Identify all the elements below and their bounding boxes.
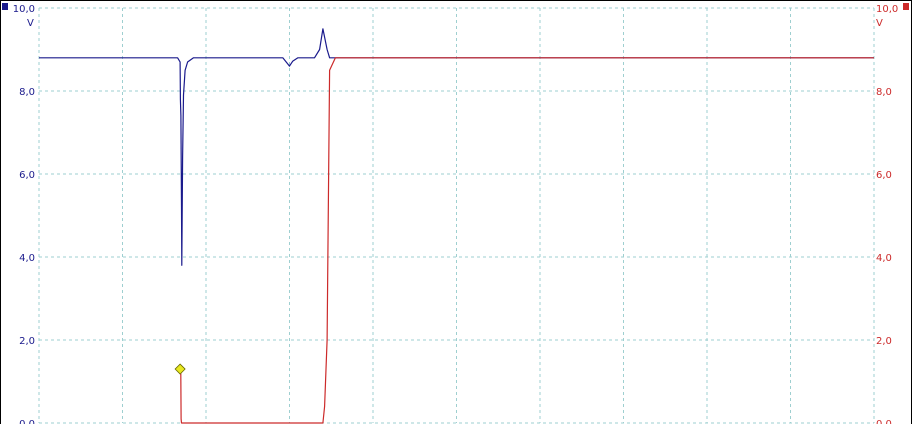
left-axis-tick-label: 10,0 bbox=[13, 4, 35, 15]
channel-a-indicator[interactable] bbox=[2, 3, 8, 10]
channel-b-indicator[interactable] bbox=[903, 3, 909, 10]
right-axis-tick-label: 4,0 bbox=[876, 253, 892, 264]
right-axis-tick-label: 0,0 bbox=[876, 419, 892, 424]
right-axis: V 0,0 2,0 4,0 6,0 8,0 10,0 bbox=[876, 3, 909, 424]
right-axis-tick-label: 6,0 bbox=[876, 170, 892, 181]
left-axis: V 0,0 2,0 4,0 6,0 8,0 10,0 bbox=[2, 3, 35, 424]
marker-layer bbox=[174, 363, 186, 375]
left-axis-tick-label: 8,0 bbox=[19, 87, 35, 98]
left-axis-tick-label: 6,0 bbox=[19, 170, 35, 181]
right-axis-unit: V bbox=[876, 18, 883, 29]
grid-lines bbox=[38, 7, 875, 424]
left-axis-unit: V bbox=[27, 18, 34, 29]
right-axis-tick-label: 10,0 bbox=[876, 4, 898, 15]
left-axis-tick-label: 2,0 bbox=[19, 336, 35, 347]
right-axis-tick-label: 8,0 bbox=[876, 87, 892, 98]
left-axis-tick-label: 0,0 bbox=[19, 419, 35, 424]
left-axis-tick-label: 4,0 bbox=[19, 253, 35, 264]
channel-b-trace bbox=[180, 57, 874, 424]
right-axis-tick-label: 2,0 bbox=[876, 336, 892, 347]
trigger-marker bbox=[174, 363, 186, 375]
series-layer bbox=[39, 28, 874, 424]
